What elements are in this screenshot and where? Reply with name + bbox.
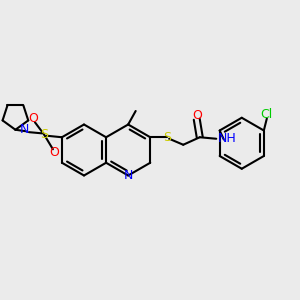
Text: O: O [28,112,38,125]
Text: O: O [192,109,202,122]
Text: S: S [40,128,48,141]
Text: NH: NH [218,132,236,145]
Text: N: N [124,169,133,182]
Text: N: N [20,123,29,136]
Text: O: O [50,146,59,159]
Text: Cl: Cl [261,107,273,121]
Text: S: S [163,131,171,144]
